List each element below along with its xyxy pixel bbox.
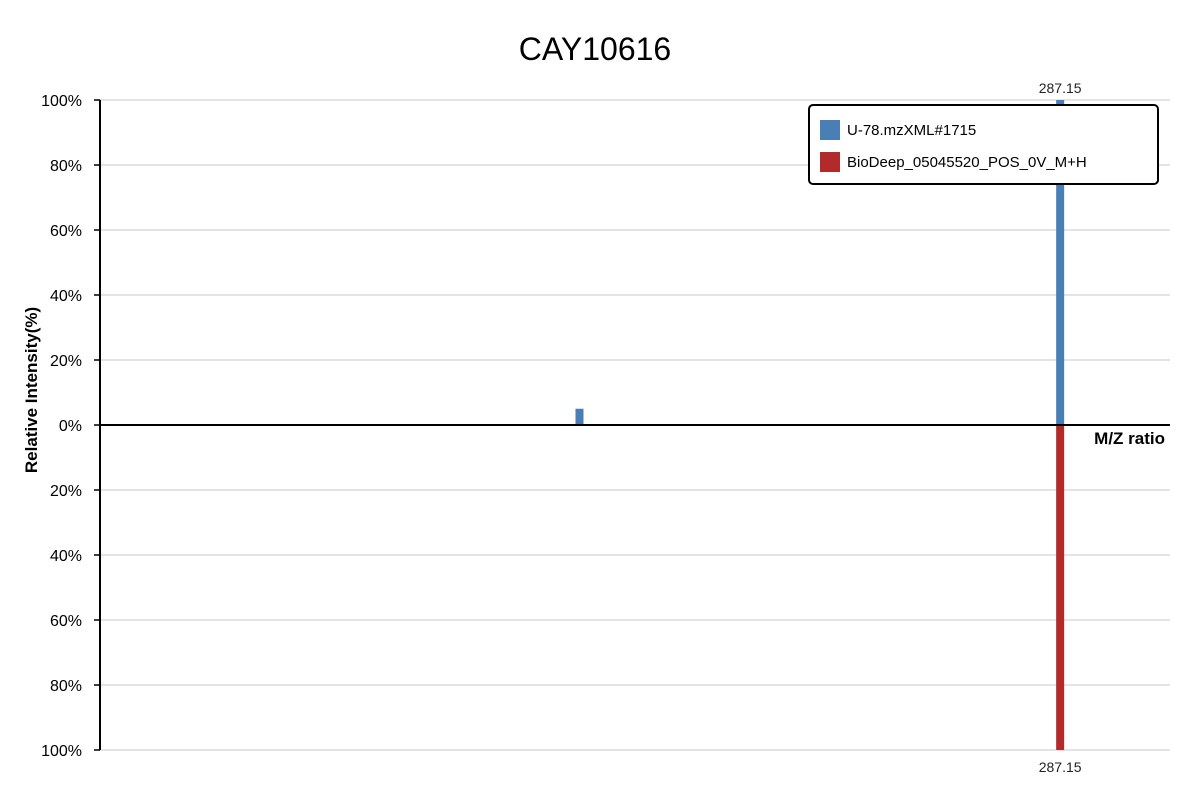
peak-mz-label: 287.15: [1039, 759, 1082, 775]
legend-swatch: [820, 120, 840, 140]
y-tick-label: 20%: [50, 353, 82, 370]
peak-bar: [1056, 100, 1065, 425]
y-tick-label: 80%: [50, 158, 82, 175]
peak-mz-label: 287.15: [1039, 80, 1082, 96]
chart-title: CAY10616: [519, 31, 671, 67]
axes: [99, 100, 1170, 750]
peak-labels: 287.15 287.15: [1039, 80, 1082, 775]
y-tick-label: 40%: [50, 548, 82, 565]
x-axis-title: M/Z ratio: [1094, 429, 1165, 448]
y-axis-ticks: 100% 80% 60% 40% 20% 0% 20% 40% 60% 80% 100%: [41, 93, 100, 760]
y-tick-label: 80%: [50, 678, 82, 695]
gridlines: [100, 99, 1170, 751]
y-axis-title: Relative Intensity(%): [22, 307, 41, 473]
y-tick-label: 100%: [41, 93, 82, 110]
peak-bar: [1056, 425, 1065, 750]
y-tick-label: 100%: [41, 743, 82, 760]
legend-label: U-78.mzXML#1715: [847, 122, 976, 139]
y-tick-label: 20%: [50, 483, 82, 500]
y-tick-label: 60%: [50, 613, 82, 630]
y-tick-label: 0%: [59, 418, 82, 435]
peak-bars: [575, 100, 1065, 750]
y-tick-label: 40%: [50, 288, 82, 305]
peak-bar: [575, 408, 584, 425]
y-tick-label: 60%: [50, 223, 82, 240]
legend: U-78.mzXML#1715 BioDeep_05045520_POS_0V_M…: [808, 104, 1159, 185]
legend-box: [808, 104, 1159, 185]
legend-label: BioDeep_05045520_POS_0V_M+H: [847, 154, 1087, 171]
legend-swatch: [820, 152, 840, 172]
